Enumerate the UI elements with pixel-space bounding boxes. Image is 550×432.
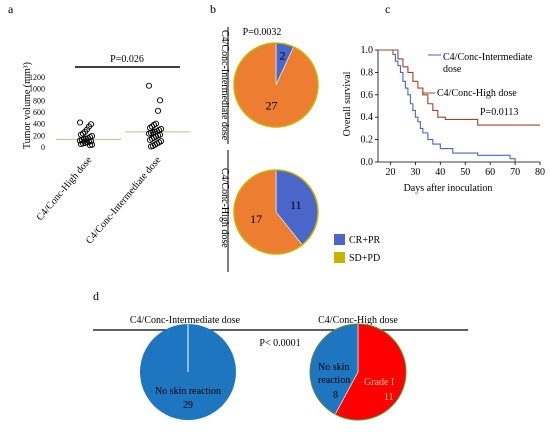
panel-d-pie1-title: C4/Conc-Intermediate dose	[130, 315, 241, 326]
d-pie2-label-grade: Grade I	[364, 377, 394, 388]
c-xtick-label: 50	[460, 167, 470, 178]
c-series-line	[378, 49, 516, 162]
d-pie2-outline	[309, 323, 407, 421]
panel-b-pie1-title: C4/Conc-Intermediate dose	[219, 30, 230, 141]
panel-c-series1-label: C4/Conc-Intermediate dose	[443, 52, 535, 75]
panel-c-ylabel: Overall survival	[342, 71, 353, 136]
a-point	[150, 121, 158, 128]
panel-c: c Overall survival Days after inoculatio…	[342, 2, 545, 194]
c-ytick-label: 0.0	[361, 157, 374, 168]
b-slice-value: 11	[290, 198, 302, 212]
d-pie1-slice-label: No skin reaction	[155, 386, 221, 397]
legend-label-cr-pr: CR+PR	[349, 235, 381, 246]
panel-a-points	[56, 82, 190, 150]
noskin-line1: No skin	[318, 362, 349, 373]
b-slice-value: 17	[250, 212, 262, 226]
panel-d-pie2-title: C4/Conc-High dose	[318, 315, 398, 326]
panel-c-label: c	[385, 2, 390, 16]
panel-c-lines	[378, 49, 540, 162]
a-category-label: C4/Conc-Intermediate dose	[84, 154, 164, 246]
a-point	[81, 128, 89, 135]
panel-c-axes: 20 30 40 50 60 70 80 0.0 0.2 0.4 0.6 0.8 1.0	[361, 45, 546, 178]
c-xtick-label: 80	[535, 167, 545, 178]
panel-a-ylabel: Tumor volume (mm³)	[22, 62, 33, 149]
b-pie-outline	[233, 42, 319, 128]
a-point	[145, 130, 153, 137]
b-pie-outline	[233, 169, 319, 255]
noskin-line2: reaction	[318, 375, 350, 386]
panel-c-series2-label: C4/Conc-High dose	[437, 88, 517, 99]
panel-c-xlabel: Days after inoculation	[404, 183, 493, 194]
c-xtick-label: 20	[385, 167, 395, 178]
d-pie1-slice-value: 29	[183, 400, 193, 411]
panel-a-label: a	[8, 2, 14, 16]
b-slice-value: 2	[280, 48, 286, 62]
legend-swatch-sd-pd	[334, 252, 345, 263]
c-series-line	[378, 49, 540, 126]
d-pie2-value-grade: 11	[384, 392, 394, 403]
b-slice-value: 27	[265, 99, 277, 113]
a-point	[86, 142, 94, 149]
legend-label-sd-pd: SD+PD	[349, 253, 380, 264]
legend-swatch-cr-pr	[334, 234, 345, 245]
panel-b: b P=0.0032 C4/Conc-Intermediate dose C4/…	[210, 2, 381, 272]
panel-c-pvalue: P=0.0113	[480, 107, 518, 118]
c-ytick-label: 0.4	[361, 112, 374, 123]
c-xtick-label: 70	[510, 167, 520, 178]
panel-a-yaxis: 0 200 400 600 800 1000 1200	[29, 73, 45, 152]
series1-label-line2: dose	[443, 64, 462, 75]
panel-a-pvalue: P=0.026	[110, 54, 144, 65]
a-category-label: C4/Conc-High dose	[35, 154, 95, 223]
c-ytick-label: 0.8	[361, 67, 374, 78]
a-point	[76, 119, 84, 126]
a-point	[77, 141, 85, 148]
c-ytick-label: 1.0	[361, 45, 374, 56]
a-ytick-label: 800	[33, 96, 45, 105]
panel-b-pie2-title: C4/Conc-High dose	[219, 168, 230, 248]
panel-b-pvalue: P=0.0032	[243, 27, 282, 38]
series1-label-line1: C4/Conc-Intermediate	[443, 52, 533, 63]
a-ytick-label: 600	[33, 108, 45, 117]
panel-b-pies: 2 27 11 17	[233, 42, 319, 255]
c-xtick-label: 40	[435, 167, 445, 178]
panel-a: a Tumor volume (mm³) 0 200 400 600 800 1000 12…	[8, 2, 190, 246]
panel-d-pvalue: P< 0.0001	[259, 338, 300, 349]
c-ytick-label: 0.2	[361, 135, 374, 146]
panel-b-label: b	[210, 2, 216, 16]
d-pie2-label-noskin: No skin reaction	[318, 362, 350, 386]
panel-d-label: d	[93, 289, 99, 303]
a-ytick-label: 1200	[29, 73, 45, 82]
a-point	[156, 97, 164, 104]
a-point	[145, 82, 153, 89]
panel-d-pies: No skin reaction 29 No skin reaction 8 Grade …	[140, 323, 407, 421]
panel-b-legend: CR+PR SD+PD	[334, 234, 381, 264]
a-point	[147, 143, 155, 150]
a-ytick-label: 400	[33, 120, 45, 129]
a-point	[146, 136, 154, 144]
a-ytick-label: 200	[33, 131, 45, 140]
d-pie2-value-noskin: 8	[333, 390, 338, 401]
panel-d: d C4/Conc-Intermediate dose C4/Conc-High…	[93, 289, 468, 421]
a-point	[154, 107, 162, 114]
c-xtick-label: 60	[485, 167, 495, 178]
a-ytick-label: 0	[41, 143, 45, 152]
a-ytick-label: 1000	[29, 85, 45, 94]
c-ytick-label: 0.6	[361, 90, 374, 101]
c-xtick-label: 30	[410, 167, 420, 178]
